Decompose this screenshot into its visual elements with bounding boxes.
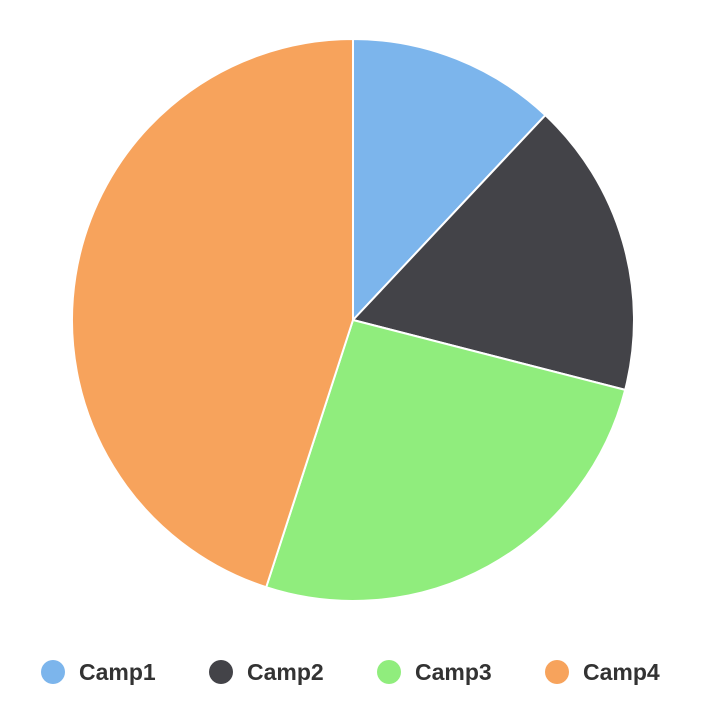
pie-slice-camp3[interactable] (265, 319, 627, 602)
legend-label: Camp2 (247, 659, 324, 685)
legend-swatch (545, 660, 569, 684)
legend-swatch (209, 660, 233, 684)
pie-slices (71, 38, 635, 602)
legend-item-camp1[interactable]: Camp1 (41, 659, 156, 685)
legend: Camp1 Camp2 Camp3 Camp4 (41, 659, 660, 685)
legend-label: Camp1 (79, 659, 156, 685)
legend-item-camp4[interactable]: Camp4 (545, 659, 660, 685)
legend-label: Camp3 (415, 659, 492, 685)
legend-item-camp2[interactable]: Camp2 (209, 659, 324, 685)
legend-swatch (377, 660, 401, 684)
pie-slice-camp1[interactable] (352, 38, 547, 321)
legend-item-camp3[interactable]: Camp3 (377, 659, 492, 685)
legend-label: Camp4 (583, 659, 660, 685)
pie-slice-camp4[interactable] (71, 38, 354, 589)
legend-swatch (41, 660, 65, 684)
pie-slice-camp2[interactable] (352, 114, 635, 391)
